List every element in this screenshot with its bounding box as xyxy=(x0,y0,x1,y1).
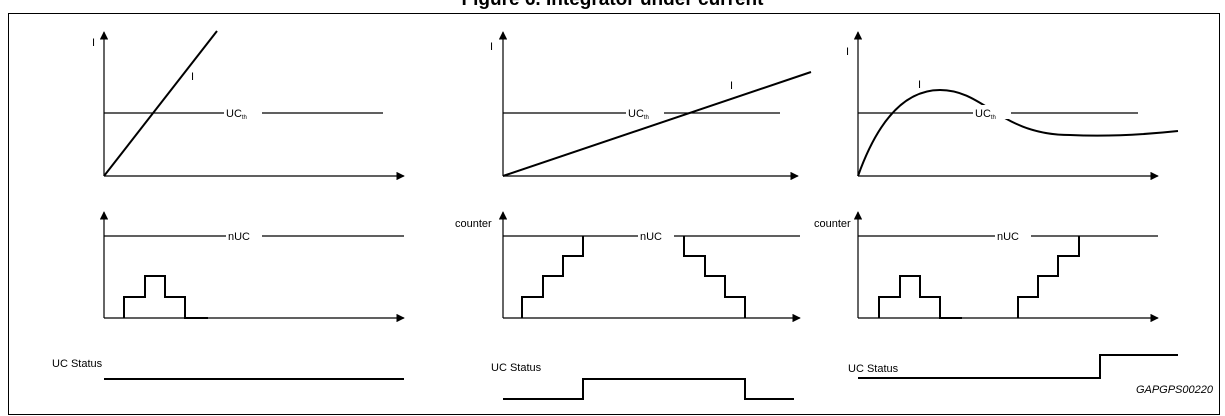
panel-2-counter-axis-label: counter xyxy=(455,218,492,230)
panel-1-status: UC Status xyxy=(52,358,404,380)
panel-2-status-label: UC Status xyxy=(491,362,542,374)
figure-title: Figure 6. Integrator under current xyxy=(0,0,1225,11)
panel-2-threshold-label: UCth xyxy=(628,108,649,121)
panel-2-counter-rising-steps xyxy=(521,236,584,318)
panel-2-counter-threshold-label: nUC xyxy=(640,231,662,243)
panel-2-counter-falling-steps xyxy=(683,236,746,318)
panel-1-status-label: UC Status xyxy=(52,358,103,370)
panel-3-threshold-label: UCth xyxy=(975,108,996,121)
panel-2-counter: counter nUC xyxy=(455,211,801,323)
panel-3-status: UC Status xyxy=(848,354,1178,379)
panel-3-counter-first-burst xyxy=(878,275,962,319)
panel-2-current: I UCth I xyxy=(490,31,812,181)
panel-1-counter-steps xyxy=(123,275,208,319)
panel-3-current-curve xyxy=(857,88,1179,177)
panel-2-current-curve-label: I xyxy=(730,80,733,92)
panel-1-current-curve-label: I xyxy=(191,71,194,83)
panel-3-current-curve-label: I xyxy=(918,79,921,91)
panel-3-status-line xyxy=(858,354,1178,379)
panel-3-threshold-label-bg xyxy=(973,105,1011,119)
panel-2-counter-threshold-label-bg xyxy=(638,229,674,243)
figure-frame xyxy=(8,13,1220,415)
panel-3-counter-threshold-label: nUC xyxy=(997,231,1019,243)
panel-1-current-axis-label: I xyxy=(92,37,95,49)
panel-1-counter: nUC xyxy=(99,211,405,323)
panel-1-current-curve xyxy=(103,30,218,177)
panel-2-current-curve xyxy=(502,71,812,177)
panel-2-status-line xyxy=(503,378,794,400)
panel-2-threshold-label-bg xyxy=(626,105,664,119)
panel-3-counter-rising-steps xyxy=(1017,236,1080,318)
panel-1-threshold-label: UCth xyxy=(226,108,247,121)
panel-3-current-axis-label: I xyxy=(846,46,849,58)
panel-1-counter-threshold-label: nUC xyxy=(228,231,250,243)
panel-1-counter-threshold-label-bg xyxy=(226,229,262,243)
panel-3-counter-axis-label: counter xyxy=(814,218,851,230)
panel-1-threshold-label-bg xyxy=(224,105,262,119)
panel-3-status-label: UC Status xyxy=(848,363,899,375)
panel-2-status: UC Status xyxy=(491,362,794,400)
panel-3-counter: counter nUC xyxy=(814,211,1159,323)
panel-2-current-axis-label: I xyxy=(490,41,493,53)
panel-3-current: I UCth I xyxy=(846,31,1179,181)
panel-1-current: I UCth I xyxy=(92,30,405,181)
figure-code: GAPGPS00220 xyxy=(1136,384,1214,396)
panel-3-counter-threshold-label-bg xyxy=(995,229,1031,243)
